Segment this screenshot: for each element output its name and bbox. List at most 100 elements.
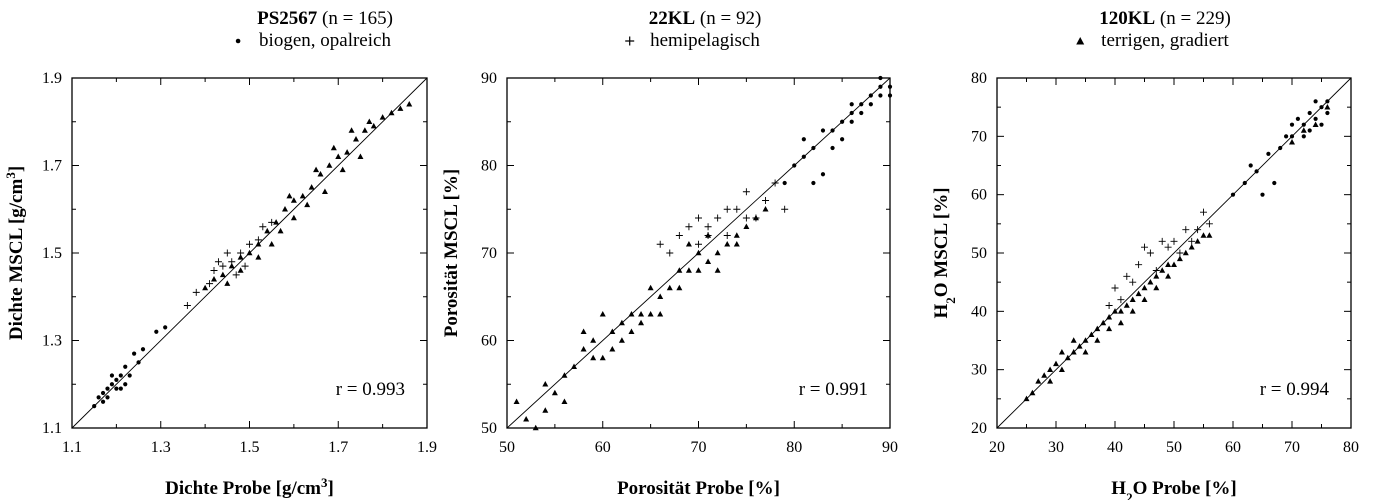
data-point-120kl	[1058, 366, 1065, 372]
x-tick-label: 50	[1166, 439, 1182, 456]
legend-name: 22KL	[648, 8, 696, 29]
data-point-120kl	[1035, 378, 1042, 384]
data-point-ps2567	[868, 102, 873, 107]
data-point-ps2567	[830, 145, 835, 151]
data-point-ps2567	[1301, 122, 1306, 127]
correlation-annotation: r = 0.994	[1260, 379, 1330, 400]
data-point-22kl	[781, 205, 789, 213]
legend-description: terrigen, gradiert	[1101, 30, 1229, 51]
data-point-120kl	[1117, 319, 1124, 326]
data-point-120kl	[580, 346, 587, 352]
data-point-ps2567	[1313, 116, 1318, 121]
data-point-120kl	[1194, 238, 1201, 244]
data-point-120kl	[1141, 296, 1148, 302]
data-point-120kl	[532, 424, 539, 431]
data-point-ps2567	[849, 119, 854, 124]
data-point-ps2567	[132, 351, 137, 356]
data-point-120kl	[657, 311, 664, 317]
data-point-ps2567	[105, 386, 110, 391]
data-point-ps2567	[114, 377, 119, 382]
x-tick-label: 50	[499, 439, 515, 456]
data-point-ps2567	[1248, 163, 1253, 168]
data-point-120kl	[348, 127, 355, 133]
y-tick-label: 50	[481, 420, 497, 437]
x-tick-label: 60	[595, 439, 611, 456]
data-point-120kl	[1047, 378, 1054, 384]
data-point-ps2567	[811, 180, 816, 186]
data-point-120kl	[1129, 296, 1136, 302]
legend-item-120kl: 120KL (n = 229) terrigen, gradiert	[1076, 8, 1297, 52]
data-point-120kl	[1094, 325, 1101, 332]
data-point-120kl	[321, 188, 328, 195]
data-point-120kl	[1165, 261, 1172, 267]
data-point-120kl	[1159, 267, 1166, 273]
data-point-22kl	[268, 218, 276, 226]
data-point-ps2567	[1307, 128, 1312, 133]
data-point-120kl	[609, 328, 616, 335]
correlation-annotation: r = 0.993	[336, 379, 405, 400]
data-point-ps2567	[1242, 180, 1247, 186]
data-point-120kl	[561, 372, 568, 378]
data-point-ps2567	[136, 360, 141, 365]
x-axis-label: Porosität Probe [%]	[617, 478, 780, 499]
data-point-120kl	[264, 227, 271, 234]
data-point-22kl	[1188, 237, 1196, 245]
data-point-120kl	[1082, 348, 1089, 355]
data-point-22kl	[733, 205, 741, 213]
x-tick-label: 1.5	[240, 439, 260, 456]
data-point-ps2567	[859, 102, 864, 107]
data-point-22kl	[1176, 249, 1184, 257]
data-point-ps2567	[1307, 110, 1312, 116]
data-point-22kl	[210, 267, 218, 274]
x-tick-label: 40	[1107, 439, 1123, 456]
y-tick-label: 20	[971, 420, 987, 437]
data-point-22kl	[1146, 249, 1154, 257]
data-point-22kl	[1170, 237, 1178, 245]
data-point-22kl	[1158, 237, 1166, 245]
data-point-22kl	[656, 240, 664, 248]
legend: PS2567 (n = 165) biogen, opalreich 22KL …	[0, 0, 1373, 60]
data-point-120kl	[752, 214, 759, 221]
data-point-120kl	[1117, 308, 1124, 314]
data-point-22kl	[742, 214, 750, 222]
x-tick-label: 90	[882, 439, 898, 456]
data-point-120kl	[638, 319, 645, 326]
data-point-ps2567	[801, 137, 806, 142]
data-point-120kl	[299, 192, 306, 199]
data-point-120kl	[685, 267, 692, 273]
data-point-120kl	[339, 166, 346, 173]
data-point-22kl	[1205, 220, 1213, 228]
data-point-22kl	[666, 249, 674, 257]
data-point-120kl	[335, 153, 342, 160]
correlation-annotation: r = 0.991	[799, 379, 868, 400]
data-point-ps2567	[1272, 180, 1277, 186]
data-point-22kl	[246, 240, 253, 248]
data-point-ps2567	[114, 386, 119, 391]
data-point-22kl	[1135, 261, 1143, 269]
data-point-ps2567	[1295, 116, 1300, 121]
x-tick-label: 20	[989, 439, 1005, 456]
data-point-120kl	[628, 328, 635, 335]
data-point-120kl	[590, 354, 597, 361]
data-point-120kl	[618, 319, 625, 326]
data-point-22kl	[1117, 296, 1125, 304]
data-point-120kl	[1171, 261, 1177, 267]
data-point-120kl	[1112, 308, 1118, 314]
data-point-120kl	[406, 101, 413, 107]
x-tick-label: 70	[1284, 439, 1300, 456]
y-tick-label: 40	[971, 303, 987, 320]
data-point-120kl	[1153, 284, 1160, 291]
y-axis-label: Porosität MSCL [%]	[441, 169, 462, 338]
data-point-22kl	[1111, 284, 1119, 292]
data-point-ps2567	[1289, 134, 1295, 139]
data-point-120kl	[638, 311, 645, 317]
data-point-120kl	[202, 284, 209, 291]
data-point-ps2567	[887, 93, 893, 98]
data-point-22kl	[1141, 243, 1148, 251]
data-point-120kl	[628, 311, 635, 317]
legend-item-22kl: 22KL (n = 92) hemipelagisch	[625, 8, 818, 52]
data-point-120kl	[290, 214, 297, 221]
data-point-120kl	[551, 389, 558, 396]
data-point-22kl	[192, 288, 200, 296]
data-point-120kl	[1312, 121, 1319, 127]
